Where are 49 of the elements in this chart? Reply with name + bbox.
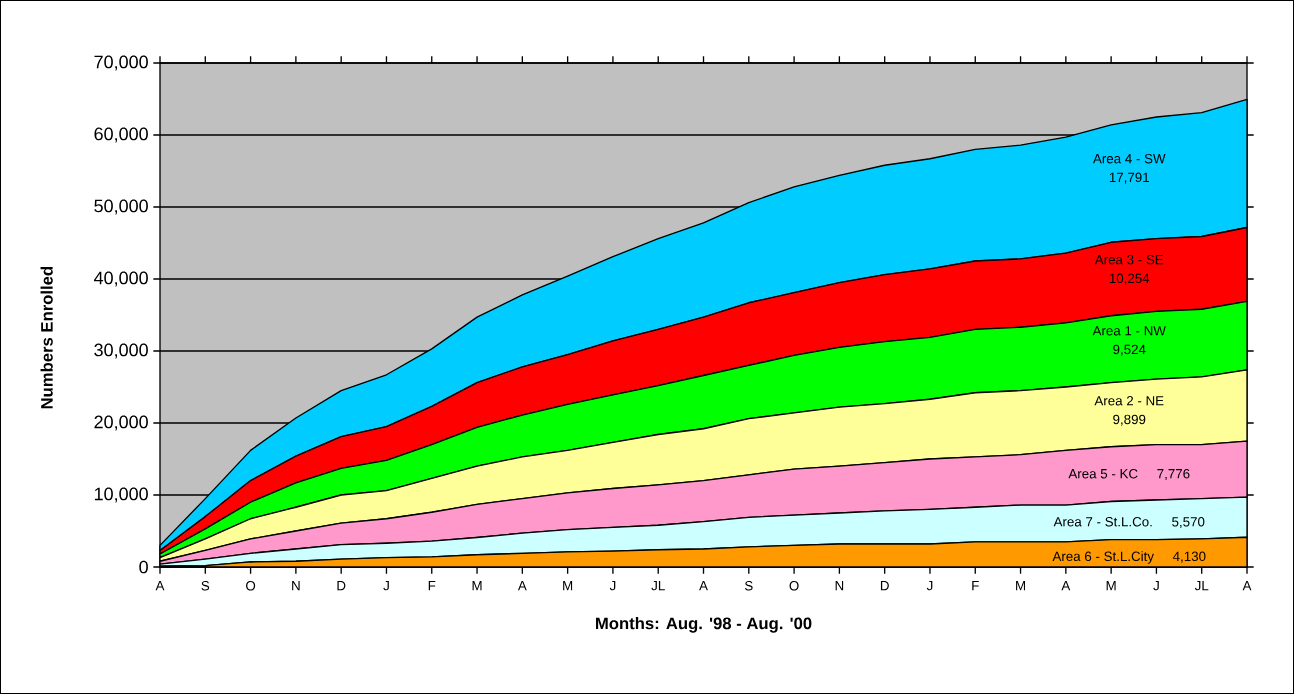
annotation: 9,524 [1113,344,1146,356]
x-tick-label: S [744,581,753,591]
series-label: Area 6 - St.L.City [1052,551,1154,564]
x-tick-label: J [383,581,389,591]
series-label: Area 2 - NE [1094,396,1164,406]
x-tick-label: M [1106,581,1116,591]
series-label: Area 7 - St.L.Co. [1053,517,1152,527]
annotation: 10,254 [1109,273,1150,285]
series-label: Area 5 - KC [1068,469,1138,479]
x-tick-label: A [1242,581,1252,591]
y-tick-label: 0 [139,560,148,574]
series-label: Area 3 - SE [1094,254,1164,265]
x-tick-label: S [201,581,210,591]
x-tick-label: M [1016,581,1026,591]
y-tick-label: 30,000 [94,343,148,359]
series-label: Area 4 - SW [1092,153,1166,164]
annotation: 7,776 [1157,469,1190,481]
y-tick-label: 10,000 [94,487,148,503]
series-label: Area 1 - NW [1092,326,1166,336]
x-axis-title: Months: Aug. '98 - Aug. '00 [596,617,812,633]
y-tick-label: 60,000 [94,127,148,143]
x-tick-label: M [563,581,573,591]
x-tick-label: A [155,581,165,591]
x-tick-label: F [428,581,436,591]
x-tick-label: O [246,581,256,591]
x-tick-label: A [517,581,527,591]
x-tick-label: D [880,581,889,591]
y-tick-label: 70,000 [94,55,148,71]
x-tick-label: JL [651,581,665,591]
x-tick-label: F [972,581,979,591]
x-tick-label: J [609,581,616,591]
x-tick-label: A [1061,581,1071,591]
x-tick-label: N [292,581,300,591]
x-tick-label: A [699,581,708,591]
y-axis-title: Numbers Enrolled [40,267,53,409]
y-tick-label: 20,000 [94,415,148,431]
annotation: 5,570 [1172,517,1205,529]
x-tick-label: JL [1194,581,1209,591]
annotation: 17,791 [1109,172,1149,184]
x-tick-label: M [472,581,482,591]
annotation: 4,130 [1172,551,1206,563]
y-tick-label: 50,000 [94,199,148,215]
x-tick-label: O [789,581,799,591]
y-tick-label: 40,000 [93,271,148,287]
annotation: 9,899 [1113,414,1146,426]
x-tick-label: J [1153,581,1159,591]
x-tick-label: J [926,581,933,591]
x-tick-label: N [835,581,844,591]
x-tick-label: D [337,581,346,591]
